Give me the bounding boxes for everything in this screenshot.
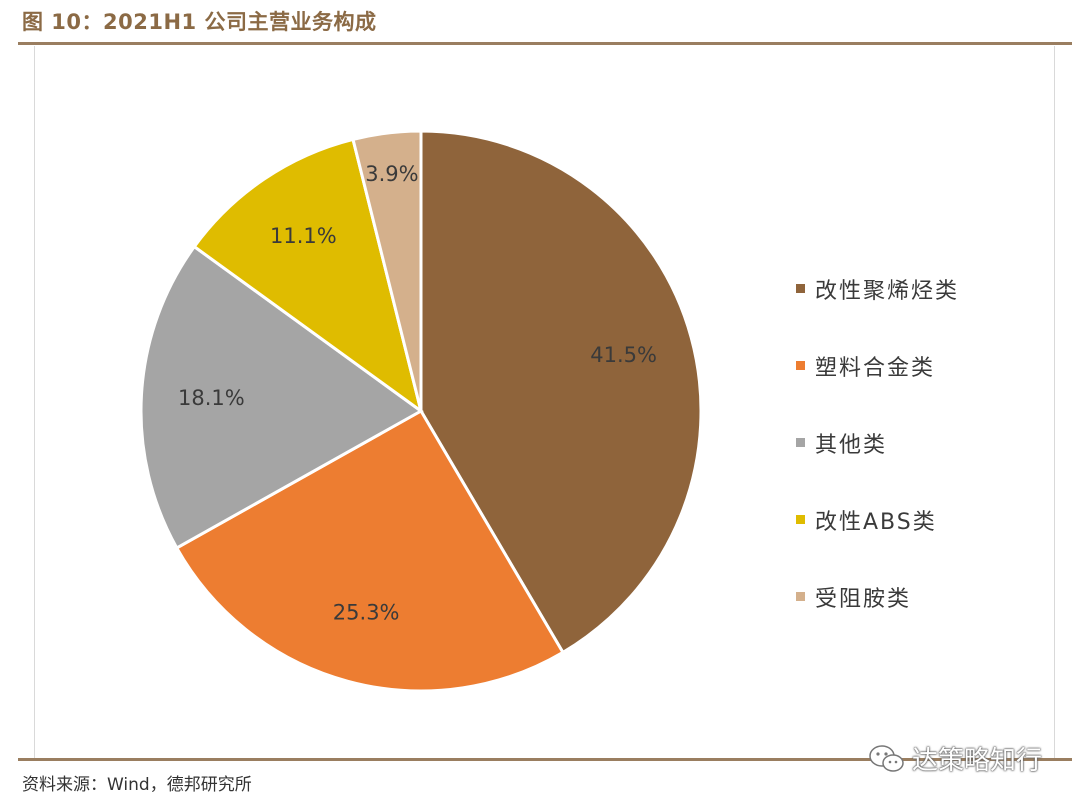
legend-item-4: 受阻胺类 <box>796 558 959 635</box>
legend-swatch-1 <box>796 361 805 370</box>
legend-item-2: 其他类 <box>796 404 959 481</box>
pie-slice-0 <box>419 129 703 655</box>
slice-label-3: 11.1% <box>270 224 337 248</box>
legend: 改性聚烯烃类 塑料合金类其他类改性ABS类 受阻胺类 <box>796 250 959 635</box>
bottom-divider <box>18 758 1072 761</box>
legend-swatch-4 <box>796 592 805 601</box>
pie-slice-2 <box>139 244 424 550</box>
watermark: 达策略知行 <box>868 740 1042 777</box>
legend-label-1: 塑料合金类 <box>815 355 936 381</box>
slice-label-4: 3.9% <box>365 162 418 186</box>
pie-slice-4 <box>351 129 423 412</box>
watermark-text: 达策略知行 <box>912 746 1043 776</box>
pie-slice-3 <box>192 137 424 415</box>
wechat-icon <box>868 744 906 774</box>
slice-label-1: 25.3% <box>333 601 400 625</box>
slice-label-0: 41.5% <box>590 343 657 367</box>
top-divider <box>18 42 1072 45</box>
legend-label-4: 受阻胺类 <box>815 586 912 612</box>
legend-swatch-2 <box>796 438 805 447</box>
pie-slice-1 <box>174 408 565 693</box>
legend-swatch-3 <box>796 515 805 524</box>
legend-swatch-0 <box>796 284 805 293</box>
legend-item-0: 改性聚烯烃类 <box>796 250 959 327</box>
chart-title: 图 10：2021H1 公司主营业务构成 <box>22 10 377 34</box>
slice-label-2: 18.1% <box>178 386 245 410</box>
legend-item-3: 改性ABS类 <box>796 481 959 558</box>
legend-label-0: 改性聚烯烃类 <box>815 278 960 304</box>
legend-label-2: 其他类 <box>815 432 888 458</box>
source-note: 资料来源：Wind，德邦研究所 <box>22 775 252 795</box>
chart-frame <box>34 46 1055 758</box>
legend-label-3: 改性ABS类 <box>815 509 937 535</box>
legend-item-1: 塑料合金类 <box>796 327 959 404</box>
